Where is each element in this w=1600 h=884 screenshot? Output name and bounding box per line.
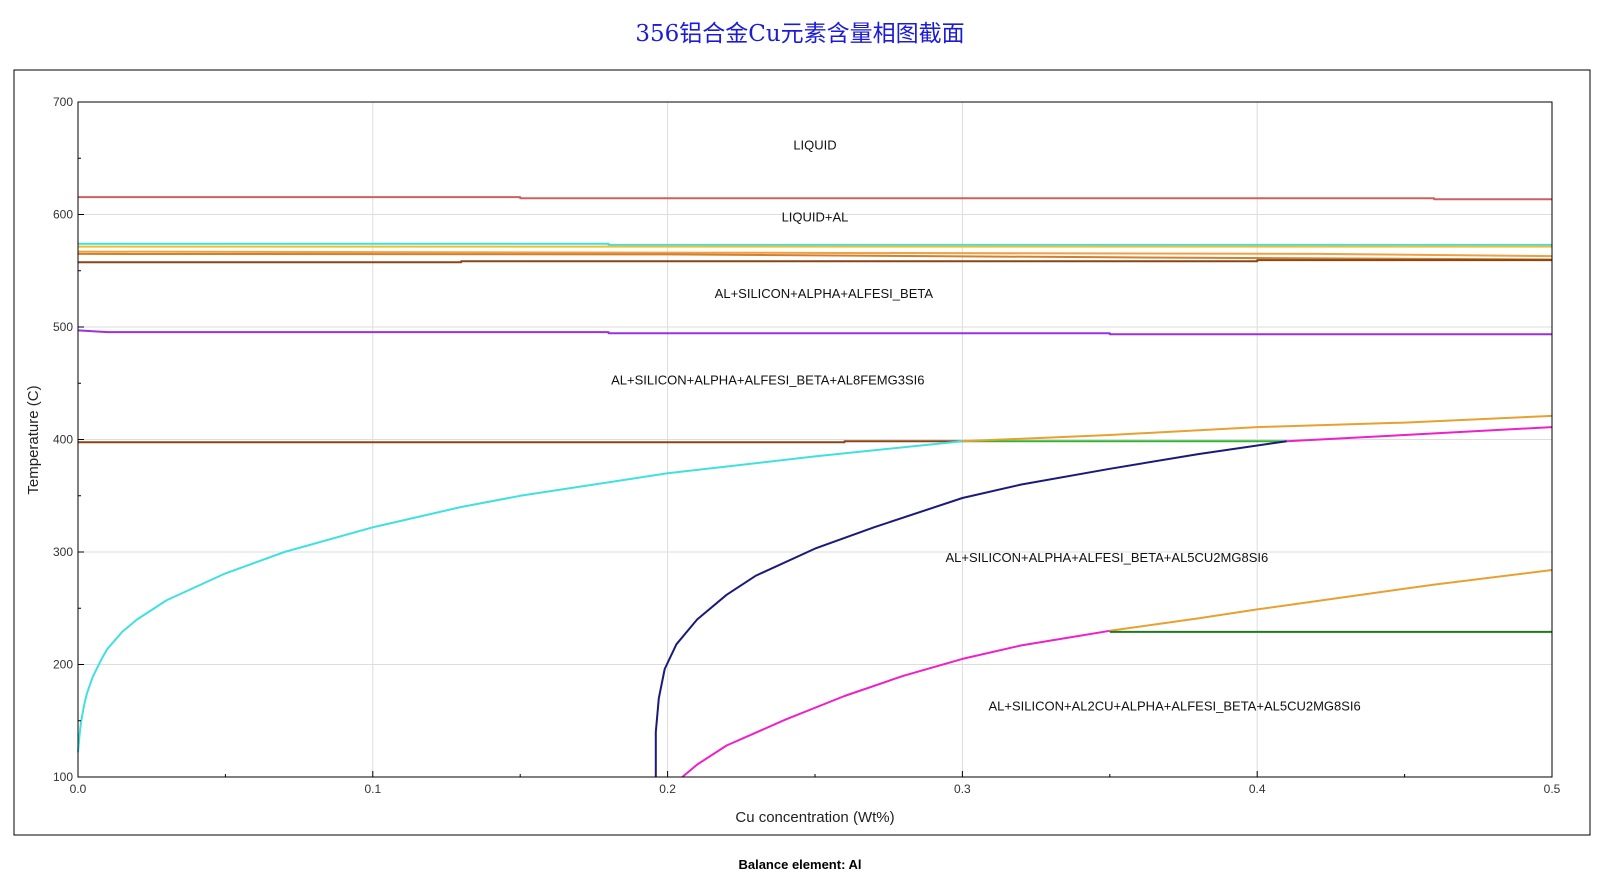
phase-boundary-line-1 xyxy=(78,242,1552,246)
phase-boundary-line-4 xyxy=(77,252,1553,261)
phase-boundary-line-12 xyxy=(654,440,1287,777)
phase-boundary-line-11 xyxy=(1286,426,1553,443)
region-labels: LIQUID LIQUID+AL AL+SILICON+ALPHA+ALFESI_B… xyxy=(611,137,1361,713)
y-tick-label: 600 xyxy=(53,208,73,222)
phase-boundary-line-7 xyxy=(78,440,963,444)
phase-boundary-line-14 xyxy=(1109,569,1553,632)
phase-region-label: LIQUID xyxy=(793,137,836,152)
y-tick-label: 700 xyxy=(53,95,73,109)
phase-boundary-line-10 xyxy=(962,414,1553,443)
phase-region-label: AL+SILICON+ALPHA+ALFESI_BETA+AL5CU2MG8SI… xyxy=(945,550,1268,565)
y-tick-label: 100 xyxy=(53,770,73,784)
phase-boundaries xyxy=(77,196,1553,778)
x-tick-label: 0.3 xyxy=(954,782,971,796)
phase-boundary-line-8 xyxy=(77,440,963,753)
axis-ticks: 0.0 0.1 0.2 0.3 0.4 0.5 100 200 300 400 500 600 700 xyxy=(53,95,1561,796)
phase-boundary-line-5 xyxy=(78,259,1552,264)
balance-element-note: Balance element: Al xyxy=(738,857,862,872)
y-tick-label: 300 xyxy=(53,545,73,559)
phase-region-label: AL+SILICON+AL2CU+ALPHA+ALFESI_BETA+AL5CU… xyxy=(989,699,1361,714)
phase-diagram: 0.0 0.1 0.2 0.3 0.4 0.5100200300400500600700 … xyxy=(13,69,1591,836)
y-tick-label: 200 xyxy=(53,658,73,672)
x-tick-label: 0.2 xyxy=(659,782,676,796)
phase-boundary-line-6 xyxy=(77,329,1552,336)
y-tick-label: 400 xyxy=(53,433,73,447)
phase-region-label: AL+SILICON+ALPHA+ALFESI_BETA+AL8FEMG3SI6 xyxy=(611,372,924,387)
x-tick-label: 0.4 xyxy=(1249,782,1266,796)
y-axis-label: Temperature (C) xyxy=(25,385,42,494)
chart-frame xyxy=(13,69,1591,836)
x-tick-label: 0.5 xyxy=(1544,782,1561,796)
x-tick-label: 0.0 xyxy=(70,782,87,796)
y-tick-label: 500 xyxy=(53,320,73,334)
phase-boundary-line-0 xyxy=(78,196,1552,201)
x-axis-label: Cu concentration (Wt%) xyxy=(735,809,894,826)
phase-boundary-line-3 xyxy=(77,250,1553,258)
phase-region-label: AL+SILICON+ALPHA+ALFESI_BETA xyxy=(715,286,934,301)
phase-boundary-line-13 xyxy=(681,629,1110,778)
phase-region-label: LIQUID+AL xyxy=(782,209,849,224)
chart-title: 356铝合金Cu元素含量相图截面 xyxy=(635,21,965,47)
x-tick-label: 0.1 xyxy=(364,782,381,796)
